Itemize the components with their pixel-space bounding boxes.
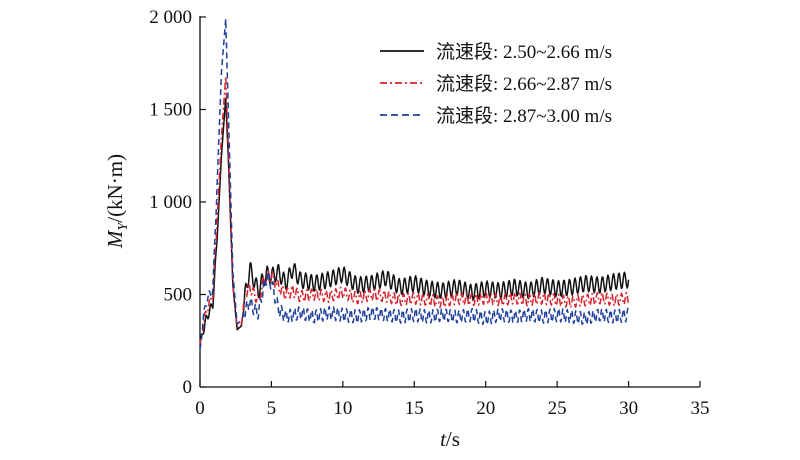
- legend-label-series-3: 流速段: 2.87~3.00 m/s: [436, 105, 612, 127]
- y-tick-label: 1 500: [149, 100, 192, 121]
- x-tick-label: 5: [267, 398, 277, 419]
- legend: 流速段: 2.50~2.66 m/s 流速段: 2.66~2.87 m/s 流速…: [380, 41, 612, 127]
- series-line-3: [199, 18, 630, 350]
- y-tick-label: 0: [183, 377, 193, 398]
- legend-label-series-1: 流速段: 2.50~2.66 m/s: [436, 41, 612, 63]
- y-axis-label: MY/(kN·m): [103, 154, 131, 249]
- x-tick-label: 25: [548, 398, 567, 419]
- x-tick-label: 15: [405, 398, 424, 419]
- series-layer: [199, 18, 630, 350]
- x-axis-label: t/s: [440, 427, 460, 451]
- x-tick-label: 10: [333, 398, 352, 419]
- y-tick-label: 1 000: [149, 192, 192, 213]
- series-line-2: [199, 75, 630, 347]
- x-tick-label: 35: [691, 398, 710, 419]
- x-ticks: 0 5 10 15 20 25 30 35: [195, 381, 710, 419]
- y-ticks: 0 500 1 000 1 500 2 000: [149, 7, 206, 398]
- y-tick-label: 2 000: [149, 7, 192, 28]
- axes: [199, 16, 700, 388]
- x-tick-label: 20: [476, 398, 495, 419]
- x-tick-label: 30: [619, 398, 638, 419]
- y-tick-label: 500: [164, 285, 193, 306]
- legend-label-series-2: 流速段: 2.66~2.87 m/s: [436, 73, 612, 95]
- series-line-1: [199, 97, 630, 347]
- x-tick-label: 0: [195, 398, 205, 419]
